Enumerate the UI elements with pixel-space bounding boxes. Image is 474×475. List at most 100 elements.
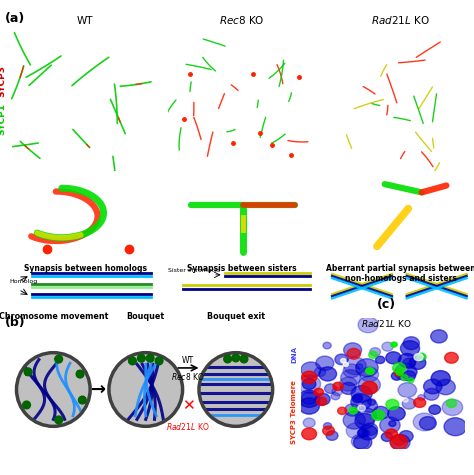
Circle shape bbox=[392, 435, 406, 445]
Circle shape bbox=[323, 426, 335, 436]
Circle shape bbox=[301, 371, 317, 383]
Circle shape bbox=[359, 425, 377, 440]
Text: →: → bbox=[91, 380, 106, 399]
Text: Chromosome movement: Chromosome movement bbox=[0, 312, 108, 321]
Circle shape bbox=[325, 384, 337, 393]
Text: SYCP3: SYCP3 bbox=[0, 65, 7, 97]
Circle shape bbox=[351, 386, 372, 402]
Circle shape bbox=[349, 407, 357, 414]
Circle shape bbox=[398, 383, 417, 398]
Circle shape bbox=[398, 353, 416, 368]
Circle shape bbox=[17, 352, 90, 427]
Circle shape bbox=[424, 389, 439, 400]
Text: $\it{Rec8}$ KO: $\it{Rec8}$ KO bbox=[219, 14, 264, 26]
Circle shape bbox=[76, 370, 84, 378]
Circle shape bbox=[380, 417, 400, 433]
Text: Homolog: Homolog bbox=[9, 279, 38, 284]
Bar bbox=[402, 53, 444, 107]
Bar bbox=[220, 47, 262, 93]
Circle shape bbox=[401, 341, 419, 356]
Text: Synapsis between homologs: Synapsis between homologs bbox=[24, 264, 147, 273]
Circle shape bbox=[355, 413, 374, 429]
Circle shape bbox=[419, 417, 436, 430]
Circle shape bbox=[341, 359, 346, 363]
Circle shape bbox=[331, 393, 340, 400]
Circle shape bbox=[345, 404, 360, 416]
Circle shape bbox=[375, 356, 385, 363]
Circle shape bbox=[301, 392, 317, 404]
Circle shape bbox=[333, 382, 343, 390]
Circle shape bbox=[399, 431, 413, 442]
Text: (c): (c) bbox=[377, 298, 396, 311]
Circle shape bbox=[386, 399, 399, 410]
Circle shape bbox=[424, 379, 442, 394]
Text: SYCP3 Telomere: SYCP3 Telomere bbox=[291, 380, 297, 444]
Text: Aberrant partial synapsis between
non-homologs and sisters: Aberrant partial synapsis between non-ho… bbox=[326, 264, 474, 283]
Circle shape bbox=[337, 407, 347, 415]
Circle shape bbox=[413, 413, 436, 431]
Circle shape bbox=[388, 407, 405, 420]
Circle shape bbox=[55, 416, 63, 424]
Circle shape bbox=[409, 356, 426, 370]
Circle shape bbox=[344, 357, 366, 375]
Text: $\it{Rec8}$ KO: $\it{Rec8}$ KO bbox=[171, 370, 205, 382]
Circle shape bbox=[314, 368, 326, 377]
Circle shape bbox=[55, 355, 63, 363]
Circle shape bbox=[414, 398, 426, 408]
Circle shape bbox=[407, 368, 417, 376]
Circle shape bbox=[341, 370, 361, 386]
Circle shape bbox=[343, 364, 360, 378]
Circle shape bbox=[301, 362, 321, 378]
Text: Bouquet: Bouquet bbox=[127, 312, 165, 321]
Circle shape bbox=[385, 429, 398, 439]
Text: (a): (a) bbox=[5, 12, 25, 25]
Circle shape bbox=[109, 352, 182, 427]
Circle shape bbox=[386, 352, 401, 364]
Text: Bouquet exit: Bouquet exit bbox=[207, 312, 265, 321]
Circle shape bbox=[343, 411, 365, 429]
Circle shape bbox=[362, 423, 378, 436]
Circle shape bbox=[303, 418, 315, 428]
Circle shape bbox=[382, 342, 393, 351]
Circle shape bbox=[23, 401, 30, 409]
Text: $\it{Rad21L}$ KO: $\it{Rad21L}$ KO bbox=[371, 14, 430, 26]
Circle shape bbox=[358, 405, 365, 411]
Circle shape bbox=[347, 348, 361, 359]
Circle shape bbox=[416, 353, 426, 361]
Circle shape bbox=[390, 436, 408, 449]
Circle shape bbox=[316, 356, 334, 370]
Circle shape bbox=[356, 364, 363, 369]
Circle shape bbox=[351, 394, 371, 410]
Circle shape bbox=[343, 362, 348, 366]
Circle shape bbox=[373, 406, 389, 419]
Circle shape bbox=[368, 399, 376, 405]
Circle shape bbox=[431, 330, 447, 343]
Circle shape bbox=[298, 375, 320, 393]
Circle shape bbox=[401, 375, 408, 380]
Circle shape bbox=[232, 354, 240, 362]
Circle shape bbox=[403, 371, 416, 381]
Circle shape bbox=[302, 379, 316, 390]
Circle shape bbox=[445, 352, 458, 363]
Circle shape bbox=[224, 355, 231, 363]
Circle shape bbox=[429, 405, 441, 414]
Circle shape bbox=[315, 393, 330, 405]
Text: DNA: DNA bbox=[291, 346, 297, 363]
Circle shape bbox=[146, 354, 154, 362]
Circle shape bbox=[319, 367, 337, 381]
Circle shape bbox=[358, 376, 380, 394]
Circle shape bbox=[389, 421, 396, 427]
Circle shape bbox=[356, 408, 376, 425]
Circle shape bbox=[442, 399, 463, 416]
Circle shape bbox=[381, 432, 392, 441]
Circle shape bbox=[137, 354, 145, 362]
Bar bbox=[12, 125, 46, 165]
Circle shape bbox=[372, 410, 384, 420]
Circle shape bbox=[155, 357, 163, 365]
Circle shape bbox=[314, 388, 323, 396]
Circle shape bbox=[199, 352, 273, 427]
Circle shape bbox=[444, 418, 466, 436]
Circle shape bbox=[358, 317, 378, 333]
Circle shape bbox=[351, 434, 369, 449]
Circle shape bbox=[24, 368, 32, 376]
